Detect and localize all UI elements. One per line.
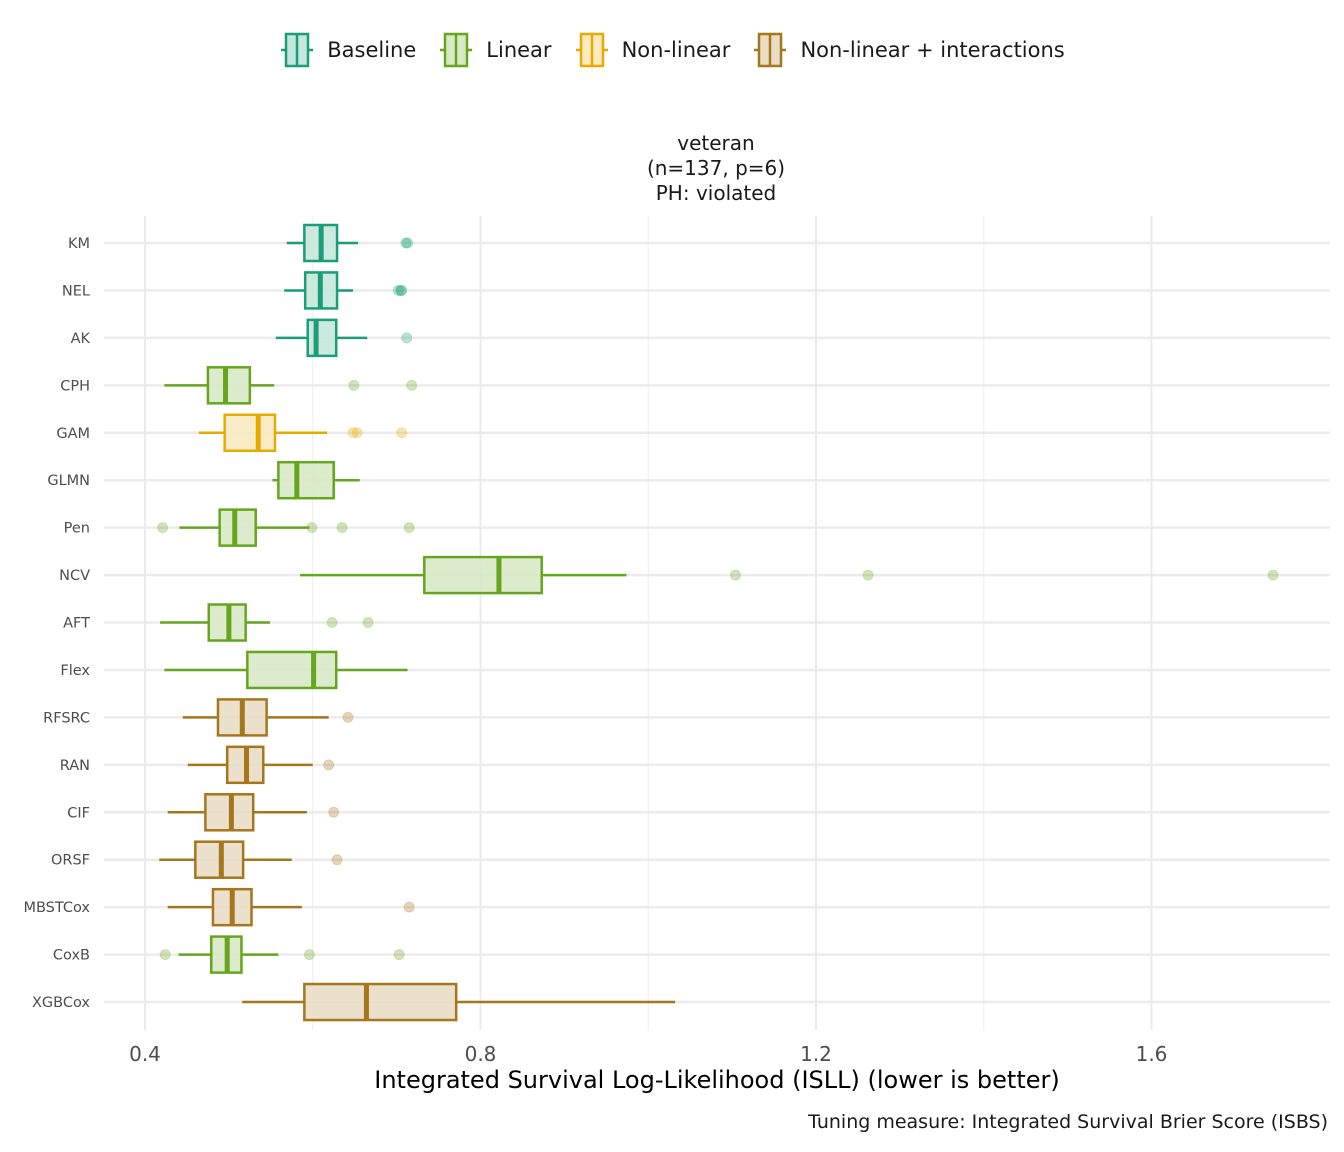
box-iqr	[277, 460, 335, 500]
outlier-point	[323, 759, 335, 771]
box-cph	[164, 366, 418, 405]
outlier-point	[306, 522, 318, 534]
outlier-point	[157, 522, 169, 534]
y-tick-label: GAM	[56, 426, 90, 442]
outlier-point	[326, 617, 338, 629]
legend-label: Linear	[486, 38, 552, 62]
caption: Tuning measure: Integrated Survival Brie…	[808, 1111, 1328, 1133]
x-axis-title: Integrated Survival Log-Likelihood (ISLL…	[374, 1066, 1060, 1094]
legend-item: Non-linear + interactions	[752, 30, 1065, 70]
y-tick-label: ORSF	[51, 853, 90, 869]
facet-title: veteran (n=137, p=6) PH: violated	[516, 131, 916, 206]
outlier-point	[393, 949, 405, 961]
facet-title-size: (n=137, p=6)	[646, 156, 786, 180]
outlier-point	[729, 569, 741, 581]
legend-key-icon	[575, 32, 608, 68]
outlier-point	[395, 284, 407, 296]
outlier-point	[336, 522, 348, 534]
legend: Baseline Linear Non-linear Non-linear + …	[0, 30, 1344, 70]
box-iqr	[306, 318, 338, 358]
legend-label: Baseline	[327, 38, 417, 62]
box-iqr	[223, 413, 277, 453]
box-coxb	[159, 935, 405, 974]
outlier-point	[303, 949, 315, 961]
y-tick-label: GLMN	[47, 473, 90, 489]
legend-item: Linear	[438, 30, 552, 70]
x-tick-label: 0.4	[129, 1042, 161, 1066]
box-iqr	[246, 650, 338, 690]
outlier-point	[1267, 569, 1279, 581]
box-gam	[198, 413, 408, 453]
y-tick-label: Flex	[60, 663, 90, 679]
box-aft	[160, 603, 374, 642]
y-tick-label: AFT	[63, 616, 90, 632]
facet-title-dataset: veteran	[677, 131, 755, 155]
legend-label: Non-linear	[621, 38, 731, 62]
box-iqr	[423, 555, 543, 595]
y-tick-label: CoxB	[53, 948, 90, 964]
box-mbstcox	[167, 887, 415, 927]
y-axis-labels: KM NEL AK CPH GAM GLMN Pen NCV AFT Flex RFSRC RAN CI…	[23, 236, 90, 1011]
outlier-point	[159, 949, 171, 961]
y-tick-label: NCV	[59, 568, 90, 584]
outlier-point	[331, 854, 343, 866]
y-tick-label: CIF	[67, 805, 90, 821]
outlier-point	[400, 237, 412, 249]
outlier-point	[402, 237, 414, 249]
y-tick-label: CPH	[60, 378, 90, 394]
outlier-point	[328, 806, 340, 818]
outlier-point	[392, 284, 404, 296]
box-iqr	[303, 982, 458, 1022]
legend-item: Baseline	[279, 30, 416, 70]
box-ak	[275, 318, 413, 358]
box-pen	[157, 508, 415, 547]
outlier-point	[396, 284, 408, 296]
box-iqr	[218, 508, 257, 547]
box-xgbcox	[242, 982, 676, 1022]
box-flex	[164, 650, 408, 690]
x-tick-label: 0.8	[465, 1042, 497, 1066]
box-ncv	[300, 555, 1279, 595]
box-km	[286, 223, 414, 263]
box-ran	[187, 745, 335, 785]
y-tick-label: NEL	[62, 283, 90, 299]
y-tick-label: XGBCox	[32, 995, 90, 1011]
legend-key-icon	[754, 32, 787, 68]
outlier-point	[406, 379, 418, 391]
box-cif	[167, 793, 340, 832]
legend-label: Non-linear + interactions	[800, 38, 1065, 62]
box-nel	[284, 271, 408, 310]
legend-key-icon	[281, 32, 314, 68]
box-orsf	[159, 840, 343, 879]
y-tick-label: Pen	[64, 521, 90, 537]
x-tick-label: 1.6	[1136, 1042, 1168, 1066]
outlier-point	[401, 332, 413, 344]
outlier-point	[347, 427, 359, 439]
y-tick-label: MBSTCox	[23, 900, 90, 916]
outlier-point	[362, 617, 374, 629]
outlier-point	[403, 522, 415, 534]
outlier-point	[396, 427, 408, 439]
y-tick-label: RAN	[60, 758, 90, 774]
x-tick-label: 1.2	[800, 1042, 832, 1066]
outlier-point	[351, 427, 363, 439]
box-iqr	[206, 366, 252, 405]
boxplot-series	[157, 223, 1279, 1022]
facet-title-ph: PH: violated	[655, 181, 777, 205]
legend-item: Non-linear	[574, 30, 731, 70]
y-tick-label: KM	[68, 236, 90, 252]
outlier-point	[342, 711, 354, 723]
y-tick-label: AK	[71, 331, 91, 347]
outlier-point	[862, 569, 874, 581]
outlier-point	[403, 901, 415, 913]
box-rfsrc	[182, 698, 354, 737]
outlier-point	[348, 379, 360, 391]
x-axis-ticks: 0.4 0.8 1.2 1.6	[129, 1042, 1167, 1066]
legend-key-icon	[440, 32, 473, 68]
box-glmn	[272, 460, 360, 500]
y-tick-label: RFSRC	[43, 710, 90, 726]
